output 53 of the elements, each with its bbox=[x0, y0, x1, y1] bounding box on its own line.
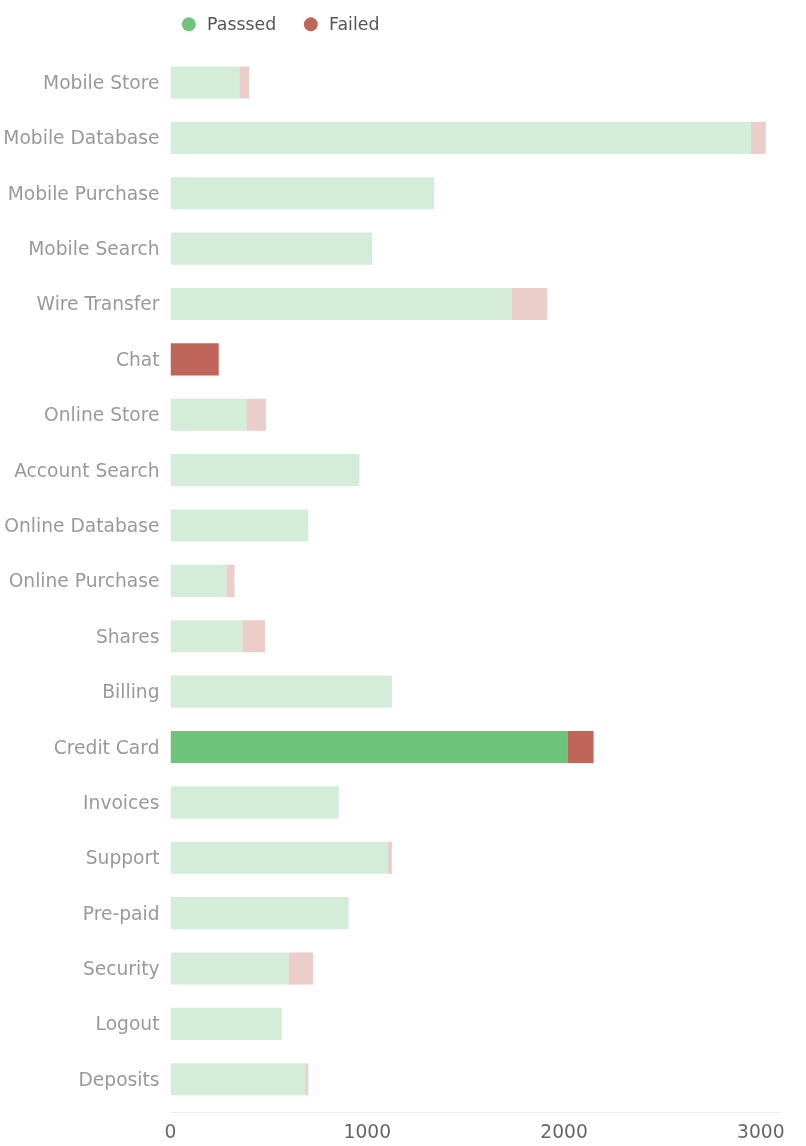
bar bbox=[567, 730, 594, 764]
y-tick-label: Online Database bbox=[4, 515, 160, 537]
bar bbox=[170, 952, 289, 985]
y-tick-label: Invoices bbox=[83, 791, 160, 813]
bar bbox=[170, 1063, 306, 1096]
bar bbox=[750, 121, 766, 154]
bar bbox=[170, 730, 568, 764]
y-tick-label: Wire Transfer bbox=[36, 293, 160, 315]
bar bbox=[170, 66, 240, 99]
y-tick-label: Shares bbox=[95, 625, 160, 647]
y-tick-label: Security bbox=[82, 958, 160, 980]
bar bbox=[170, 343, 219, 376]
bar bbox=[170, 287, 512, 321]
y-tick-label: Credit Card bbox=[53, 736, 160, 758]
x-tick-label: 1000 bbox=[343, 1120, 392, 1142]
y-tick-label: Mobile Purchase bbox=[7, 182, 160, 204]
bar bbox=[170, 786, 339, 819]
bar bbox=[170, 121, 751, 154]
bar bbox=[242, 620, 265, 653]
bar bbox=[170, 897, 349, 930]
bar bbox=[170, 232, 373, 265]
y-tick-label: Support bbox=[85, 847, 160, 869]
bar bbox=[170, 675, 392, 708]
y-tick-label: Mobile Search bbox=[28, 238, 160, 260]
bar bbox=[170, 841, 388, 874]
y-tick-label: Mobile Database bbox=[3, 127, 160, 149]
bar bbox=[170, 564, 227, 597]
bar bbox=[170, 398, 247, 431]
x-tick-label: 0 bbox=[164, 1120, 177, 1142]
bar bbox=[239, 66, 250, 99]
x-tick-label: 2000 bbox=[540, 1120, 588, 1142]
y-tick-label: Logout bbox=[95, 1013, 160, 1035]
y-tick-label: Mobile Store bbox=[43, 71, 160, 93]
y-tick-label: Pre-paid bbox=[82, 902, 160, 924]
bar bbox=[246, 398, 266, 431]
y-tick-label: Deposits bbox=[78, 1068, 160, 1090]
y-tick-label: Online Store bbox=[44, 404, 160, 426]
legend-label: Failed bbox=[329, 14, 380, 35]
x-tick-label: 3000 bbox=[737, 1120, 785, 1142]
bar bbox=[387, 841, 392, 874]
bar bbox=[170, 509, 309, 542]
y-tick-label: Billing bbox=[102, 681, 160, 703]
y-tick-label: Online Purchase bbox=[8, 570, 160, 592]
bar bbox=[170, 620, 243, 653]
bar bbox=[511, 287, 548, 321]
legend-label: Passsed bbox=[207, 14, 277, 35]
bar bbox=[305, 1063, 309, 1096]
bar bbox=[288, 952, 314, 985]
y-tick-label: Chat bbox=[115, 348, 160, 370]
bar bbox=[170, 1007, 282, 1040]
y-tick-label: Account Search bbox=[14, 459, 160, 481]
bar bbox=[170, 177, 435, 210]
bar bbox=[170, 454, 360, 487]
